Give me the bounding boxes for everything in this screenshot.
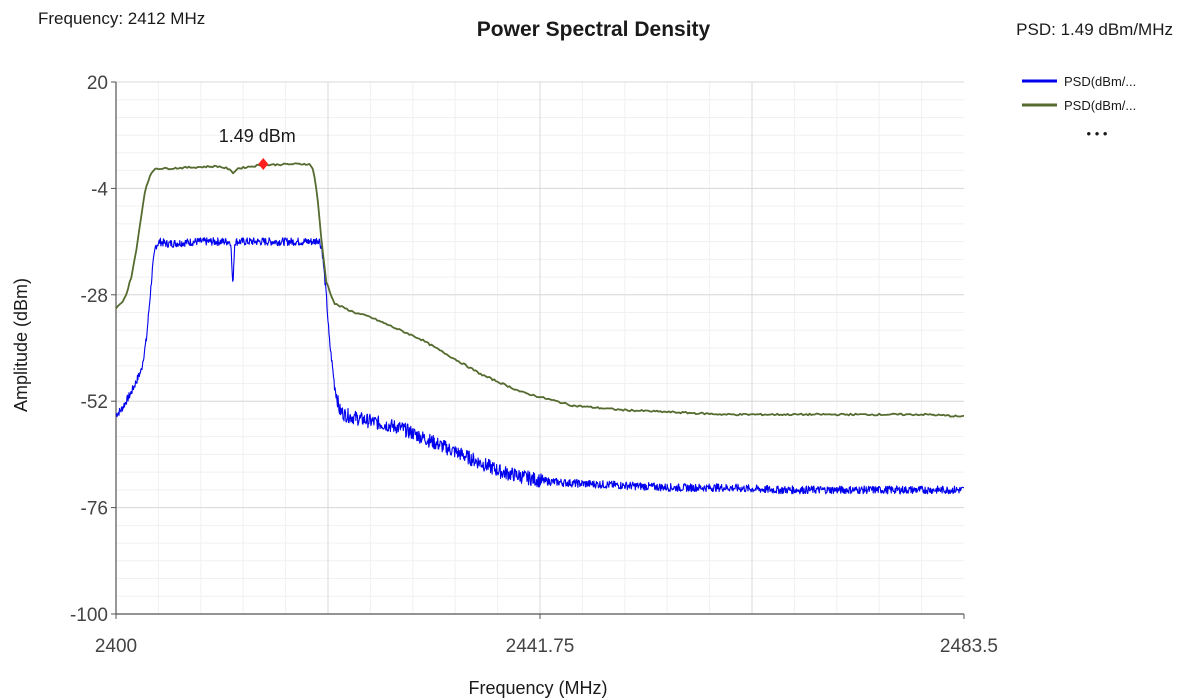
axes	[111, 81, 965, 619]
y-tick-label: -76	[81, 499, 108, 520]
y-tick-label: -4	[91, 179, 108, 200]
x-axis-label: Frequency (MHz)	[468, 678, 607, 698]
series-line-1	[115, 237, 965, 495]
tick-labels: 20 -4 -28 -52 -76 -100 2400 2441.75 2483.5	[70, 73, 998, 657]
legend[interactable]: PSD(dBm/... PSD(dBm/... • • •	[1022, 74, 1136, 141]
x-tick-label: 2483.5	[940, 636, 998, 657]
y-axis-label: Amplitude (dBm)	[11, 278, 31, 412]
grid	[116, 81, 964, 615]
x-tick-label: 2400	[95, 636, 137, 657]
chart-title: Power Spectral Density	[476, 18, 711, 41]
frequency-readout: Frequency: 2412 MHz	[38, 9, 206, 28]
legend-more-button[interactable]: • • •	[1087, 126, 1108, 141]
peak-marker-label: 1.49 dBm	[219, 126, 296, 146]
peak-marker[interactable]: 1.49 dBm	[219, 126, 296, 171]
x-tick-label: 2441.75	[506, 636, 575, 657]
peak-marker-point[interactable]	[258, 158, 269, 171]
y-tick-label: -100	[70, 605, 108, 626]
y-tick-label: -28	[81, 286, 108, 307]
y-tick-label: -52	[81, 392, 108, 413]
series-lines	[115, 162, 965, 495]
y-tick-label: 20	[87, 73, 108, 94]
series-line-2	[115, 162, 965, 418]
legend-label-2[interactable]: PSD(dBm/...	[1064, 98, 1136, 113]
psd-readout: PSD: 1.49 dBm/MHz	[1016, 20, 1173, 39]
legend-label-1[interactable]: PSD(dBm/...	[1064, 74, 1136, 89]
